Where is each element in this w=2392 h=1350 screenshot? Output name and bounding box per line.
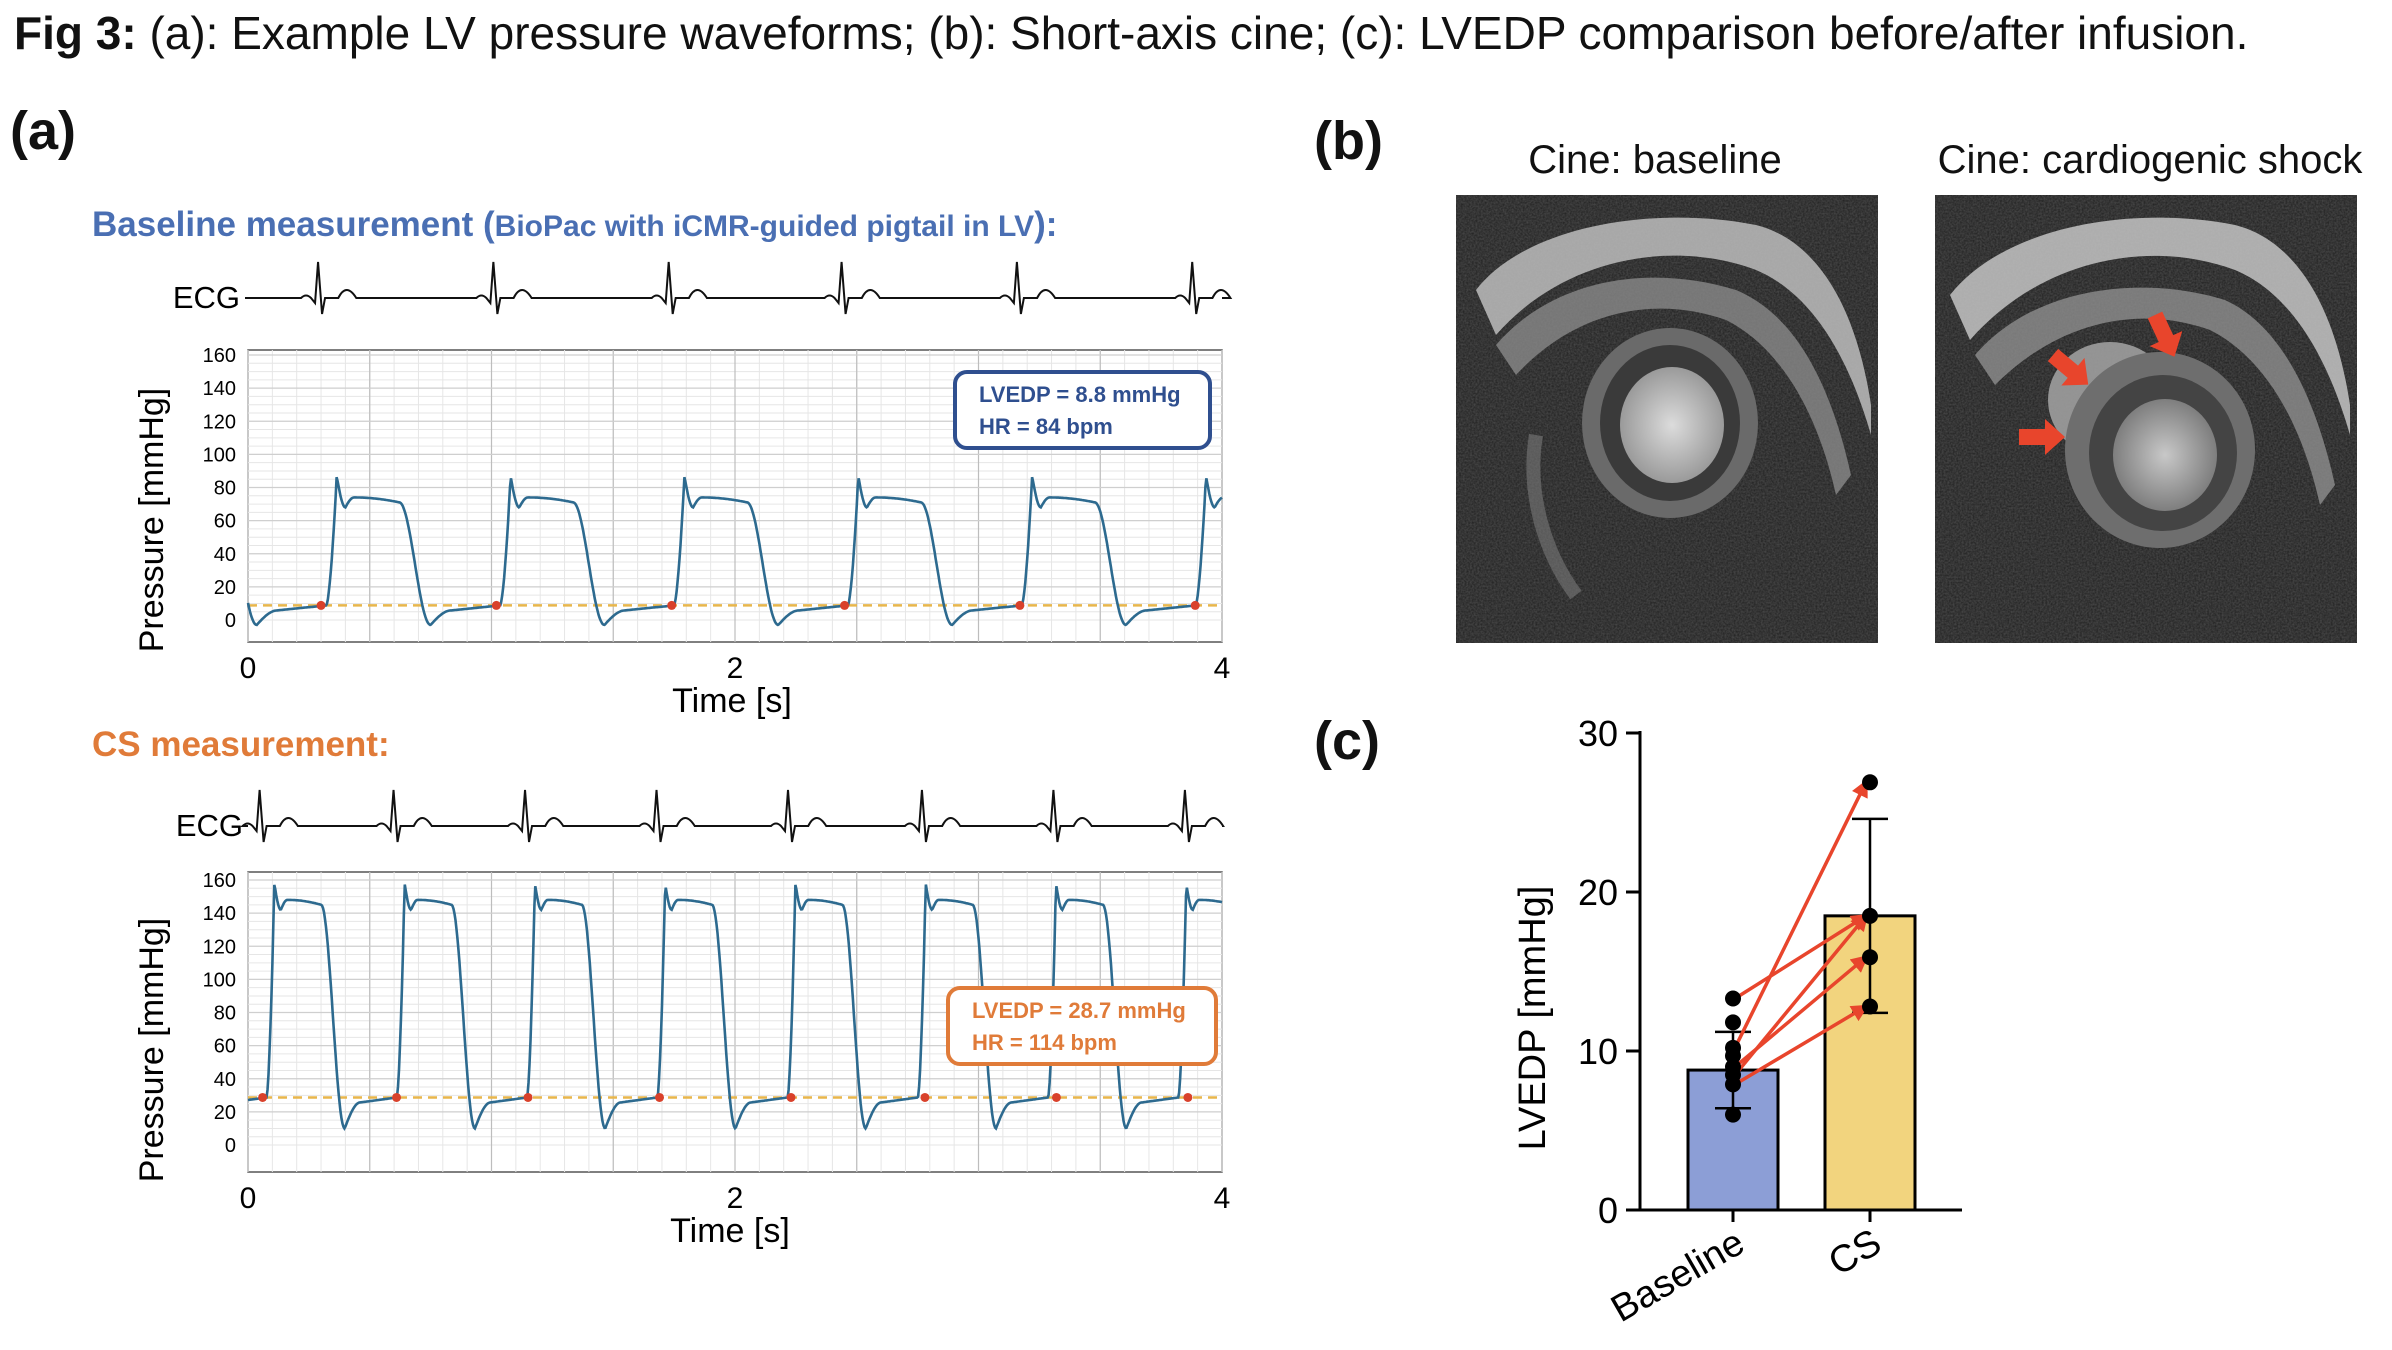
baseline-info-hr: HR = 84 bpm (979, 414, 1113, 439)
ed-marker (667, 600, 677, 610)
y-tick-label: 40 (214, 1069, 236, 1091)
y-tick-label: 60 (214, 1036, 236, 1058)
y-tick-label: 60 (214, 511, 236, 533)
ed-marker (1051, 1092, 1061, 1102)
ed-marker (655, 1092, 665, 1102)
y-tick-label: 100 (203, 969, 236, 991)
bar-ylabel: LVEDP [mmHg] (1512, 886, 1554, 1151)
x-tick-label: Baseline (1604, 1221, 1751, 1330)
baseline-info-lvedp: LVEDP = 8.8 mmHg (979, 382, 1181, 407)
x-tick-label: 2 (727, 652, 744, 685)
cs-info-box (946, 986, 1218, 1066)
y-tick-label: 10 (1578, 1031, 1618, 1072)
baseline-ecg-trace (245, 261, 1233, 315)
cine-shock-image (1935, 195, 2357, 643)
pair-arrow (1733, 779, 1868, 1049)
ed-marker (1015, 600, 1025, 610)
pressure-trace (247, 884, 1223, 1131)
data-point-baseline (1725, 1106, 1741, 1123)
y-tick-label: 120 (203, 411, 236, 433)
baseline-ecg-label: ECG (173, 280, 240, 315)
y-tick-label: 140 (203, 903, 236, 925)
data-point-cs (1862, 907, 1878, 924)
x-tick-label: 0 (240, 652, 257, 685)
data-point-cs (1862, 998, 1878, 1015)
pair-arrow (1733, 913, 1869, 1076)
baseline-ylabel: Pressure [mmHg] (133, 388, 171, 653)
ed-marker (523, 1092, 533, 1102)
cs-ecg-label: ECG (176, 808, 243, 843)
cine-baseline-image (1456, 195, 1878, 643)
panel-b-label: (b) (1314, 111, 1383, 171)
cs-xlabel: Time [s] (670, 1212, 790, 1250)
data-point-baseline (1725, 1076, 1741, 1093)
figure-title: Fig 3: (a): Example LV pressure waveform… (14, 6, 2248, 60)
baseline-subtitle-paren: BioPac with iCMR-guided pigtail in LV (494, 210, 1035, 243)
baseline-pressure-chart: ECG 0 20 40 60 80 100 120 140 160 0 2 4 Pressure [m… (133, 261, 1233, 720)
ed-marker (920, 1092, 930, 1102)
y-tick-label: 20 (214, 1102, 236, 1124)
baseline-xlabel: Time [s] (672, 682, 792, 720)
y-tick-label: 160 (203, 345, 236, 367)
panel-c-label: (c) (1314, 711, 1380, 771)
y-tick-label: 120 (203, 936, 236, 958)
x-tick-label: 4 (1214, 1182, 1231, 1215)
figure-title-bold: Fig 3: (14, 7, 137, 59)
bar-plot-area: 0 10 20 30 Baseline CS (1578, 713, 1962, 1331)
data-point-cs (1862, 774, 1878, 791)
baseline-subtitle-main: Baseline measurement ( (92, 205, 495, 244)
cine-shock-label: Cine: cardiogenic shock (1937, 138, 2363, 182)
cs-subtitle: CS measurement: (92, 725, 390, 764)
ed-marker (316, 600, 326, 610)
x-tick-label: CS (1822, 1221, 1889, 1284)
x-tick-label: 4 (1214, 652, 1231, 685)
cs-ylabel: Pressure [mmHg] (133, 918, 171, 1183)
ecg-line (245, 261, 1233, 315)
y-tick-label: 0 (225, 610, 236, 632)
y-tick-label: 40 (214, 544, 236, 566)
ed-marker (392, 1092, 402, 1102)
y-tick-label: 0 (1598, 1190, 1618, 1231)
data-point-baseline (1725, 1014, 1741, 1031)
ed-marker (840, 600, 850, 610)
x-tick-label: 2 (727, 1182, 744, 1215)
y-tick-label: 100 (203, 444, 236, 466)
y-tick-label: 80 (214, 1003, 236, 1025)
panel-a-label: (a) (10, 101, 76, 161)
pressure-trace (246, 476, 1223, 627)
pair-arrow (1734, 913, 1869, 1001)
y-tick-label: 20 (1578, 872, 1618, 913)
figure-title-text: (a): Example LV pressure waveforms; (b):… (136, 7, 2249, 59)
y-tick-label: 80 (214, 478, 236, 500)
baseline-info-box (953, 370, 1212, 450)
y-tick-label: 0 (225, 1135, 236, 1157)
ed-marker (491, 600, 501, 610)
ed-marker (1190, 600, 1200, 610)
ed-marker (258, 1092, 268, 1102)
cs-info-hr: HR = 114 bpm (972, 1030, 1117, 1055)
x-tick-label: 0 (240, 1182, 257, 1215)
y-tick-label: 30 (1578, 713, 1618, 754)
data-point-cs (1862, 949, 1878, 966)
ecg-line (240, 789, 1225, 843)
data-point-baseline (1725, 990, 1741, 1007)
baseline-subtitle: Baseline measurement (BioPac with iCMR-g… (92, 205, 1057, 245)
baseline-subtitle-end: ): (1034, 205, 1058, 244)
ed-marker (786, 1092, 796, 1102)
ed-marker (1183, 1092, 1193, 1102)
lvedp-bar-chart: 0 10 20 30 Baseline CS LVEDP [mmHg] (1512, 713, 1962, 1331)
cs-info-lvedp: LVEDP = 28.7 mmHg (972, 998, 1186, 1023)
arrow-icon (2019, 311, 2183, 455)
y-tick-label: 20 (214, 577, 236, 599)
data-point-baseline (1725, 1047, 1741, 1064)
pair-arrow (1734, 1004, 1870, 1086)
cine-baseline-label: Cine: baseline (1528, 138, 1782, 182)
cs-ecg-trace (240, 789, 1225, 843)
y-tick-label: 160 (203, 870, 236, 892)
cs-pressure-chart: ECG 0 20 40 60 80 100 120 140 160 0 2 4 Pressure [m… (133, 789, 1231, 1250)
y-tick-label: 140 (203, 378, 236, 400)
